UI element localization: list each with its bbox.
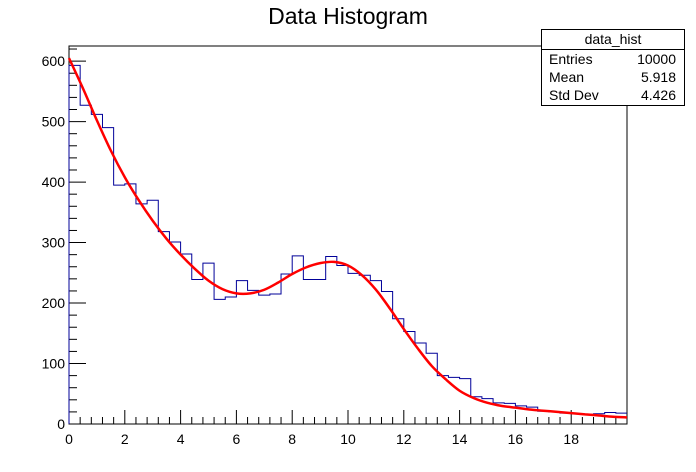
y-tick-label: 400 [42,174,66,190]
x-tick-label: 0 [65,431,73,447]
stats-value: 10000 [637,51,676,67]
stats-label: Std Dev [549,87,599,103]
x-tick-label: 6 [233,431,241,447]
y-tick-label: 300 [42,235,66,251]
y-tick-label: 500 [42,114,66,130]
stats-label: Mean [549,69,585,85]
chart-title: Data Histogram [268,3,428,29]
stats-row-entries: Entries 10000 [542,50,684,68]
y-tick-label: 200 [42,295,66,311]
x-tick-label: 2 [121,431,129,447]
stats-box-title: data_hist [542,30,684,50]
stats-label: Entries [549,51,593,67]
fit-curve [67,57,628,419]
x-tick-label: 18 [563,431,579,447]
histogram-steps [68,64,627,424]
x-tick-label: 10 [340,431,356,447]
x-tick-label: 8 [288,431,296,447]
x-tick-label: 14 [452,431,468,447]
stats-row-mean: Mean 5.918 [542,68,684,86]
stats-value: 5.918 [640,69,676,85]
stats-box: data_hist Entries 10000 Mean 5.918 Std D… [541,29,685,106]
stats-row-std-dev: Std Dev 4.426 [542,86,684,104]
y-tick-label: 100 [42,356,66,372]
x-tick-label: 12 [396,431,412,447]
stats-value: 4.426 [640,87,676,103]
y-tick-label: 600 [42,53,66,69]
y-tick-label: 0 [57,416,65,432]
x-tick-label: 16 [508,431,524,447]
x-tick-label: 4 [177,431,185,447]
